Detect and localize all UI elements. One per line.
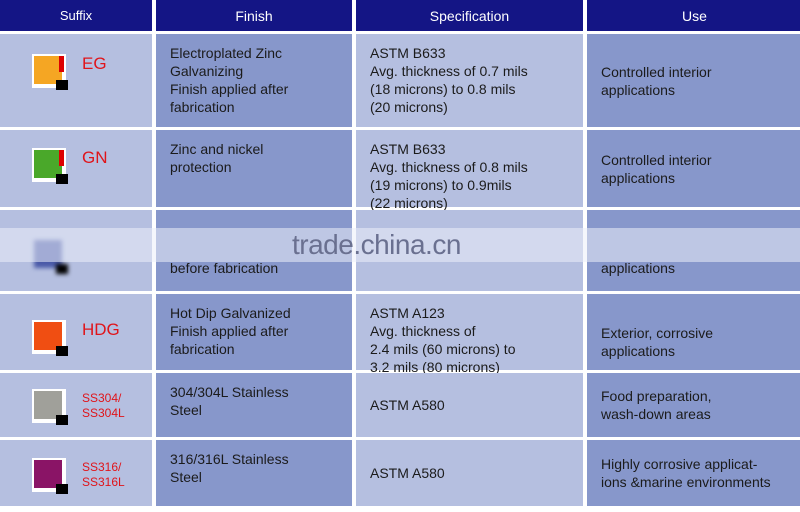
suffix-code: SS304/SS304L xyxy=(82,391,125,421)
suffix-code: EG xyxy=(82,54,107,73)
use-line: Exterior, corrosive xyxy=(601,325,714,341)
suffix-line: SS304L xyxy=(82,406,125,420)
use-line: applications xyxy=(601,169,675,186)
use-cell: Controlled interior applications xyxy=(587,130,800,207)
finish-cell: 316/316L Stainless Steel xyxy=(156,440,352,506)
finish-line: Finish applied after xyxy=(170,323,289,339)
spec-line: (18 microns) to 0.8 mils xyxy=(370,81,516,97)
finish-cell: Electroplated Zinc Galvanizing Finish appl… xyxy=(156,34,352,127)
finish-line: fabrication xyxy=(170,341,235,357)
header-use: Use xyxy=(587,0,800,31)
spec-line: ASTM A580 xyxy=(370,397,445,413)
spec-cell: ASTM A123 Avg. thickness of 2.4 mils (60 m… xyxy=(356,294,583,375)
finish-cell: 304/304L Stainless Steel xyxy=(156,373,352,437)
use-line: ions &marine environments xyxy=(601,474,771,490)
color-swatch-icon xyxy=(32,389,68,425)
spec-line: Avg. thickness of 0.7 mils xyxy=(370,63,528,79)
use-line: Controlled interior xyxy=(601,151,712,168)
spec-line: ASTM B633 xyxy=(370,141,446,157)
header-suffix: Suffix xyxy=(0,0,152,31)
spec-cell: ASTM A580 xyxy=(356,440,583,506)
finish-line: 316/316L Stainless xyxy=(170,451,289,467)
suffix-line: SS316L xyxy=(82,475,125,489)
finish-cell: Zinc and nickel protection xyxy=(156,130,352,207)
color-swatch-icon xyxy=(32,320,68,356)
finish-cell: Hot Dip Galvanized Finish applied after fa… xyxy=(156,294,352,370)
spec-line: Avg. thickness of xyxy=(370,323,476,339)
use-cell: Food preparation, wash-down areas xyxy=(587,373,800,437)
use-line: Food preparation, xyxy=(601,388,712,404)
finish-line: Hot Dip Galvanized xyxy=(170,305,291,321)
finish-line: Steel xyxy=(170,469,202,485)
use-line: applications xyxy=(601,343,675,359)
suffix-code: GN xyxy=(82,148,108,167)
suffix-cell: SS316/SS316L xyxy=(0,440,152,506)
spec-line: ASTM B633 xyxy=(370,45,446,61)
color-swatch-icon xyxy=(32,54,68,90)
use-line: applications xyxy=(601,81,675,98)
suffix-cell: HDG xyxy=(0,294,152,370)
suffix-line: SS304/ xyxy=(82,391,122,405)
use-line: Controlled interior xyxy=(601,63,712,80)
spec-line: (22 microns) xyxy=(370,195,448,211)
finish-line: fabrication xyxy=(170,99,235,115)
finish-line: Zinc and nickel xyxy=(170,141,264,157)
spec-cell: ASTM A580 xyxy=(356,373,583,437)
spec-cell: ASTM B633 Avg. thickness of 0.7 mils (18 m… xyxy=(356,34,583,127)
suffix-line: SS316/ xyxy=(82,460,122,474)
watermark-band xyxy=(0,228,800,262)
spec-line: 2.4 mils (60 microns) to xyxy=(370,341,516,357)
header-finish: Finish xyxy=(156,0,352,31)
finish-line: Steel xyxy=(170,402,202,418)
suffix-code: HDG xyxy=(82,320,120,339)
suffix-cell: SS304/SS304L xyxy=(0,373,152,437)
header-specification: Specification xyxy=(356,0,583,31)
spec-line: ASTM A123 xyxy=(370,305,445,321)
spec-line: (19 microns) to 0.9mils xyxy=(370,177,512,193)
finish-line: Finish applied after xyxy=(170,81,289,97)
spec-cell: ASTM B633 Avg. thickness of 0.8 mils (19 m… xyxy=(356,130,583,211)
finish-line: 304/304L Stainless xyxy=(170,384,289,400)
use-line: Highly corrosive applicat- xyxy=(601,456,758,472)
use-line: applications xyxy=(601,260,675,276)
spec-line: Avg. thickness of 0.8 mils xyxy=(370,159,528,175)
spec-line: 3.2 mils (80 microns) xyxy=(370,359,500,375)
finish-line: Electroplated Zinc xyxy=(170,45,283,61)
color-swatch-icon xyxy=(32,458,68,494)
use-line: wash-down areas xyxy=(601,406,711,422)
finish-line: Galvanizing xyxy=(170,63,244,79)
use-cell: Controlled interior applications xyxy=(587,34,800,127)
color-swatch-icon xyxy=(32,148,68,184)
suffix-code: SS316/SS316L xyxy=(82,460,125,490)
use-cell: Highly corrosive applicat-ions &marine e… xyxy=(587,440,800,506)
suffix-cell: GN xyxy=(0,130,152,207)
finish-line: before fabrication xyxy=(170,260,279,276)
suffix-cell: EG xyxy=(0,34,152,127)
watermark: trade.china.cn xyxy=(292,229,461,260)
finish-line: protection xyxy=(170,159,232,175)
spec-line: (20 microns) xyxy=(370,99,448,115)
spec-line: ASTM A580 xyxy=(370,465,445,481)
use-cell: Exterior, corrosive applications xyxy=(587,294,800,370)
